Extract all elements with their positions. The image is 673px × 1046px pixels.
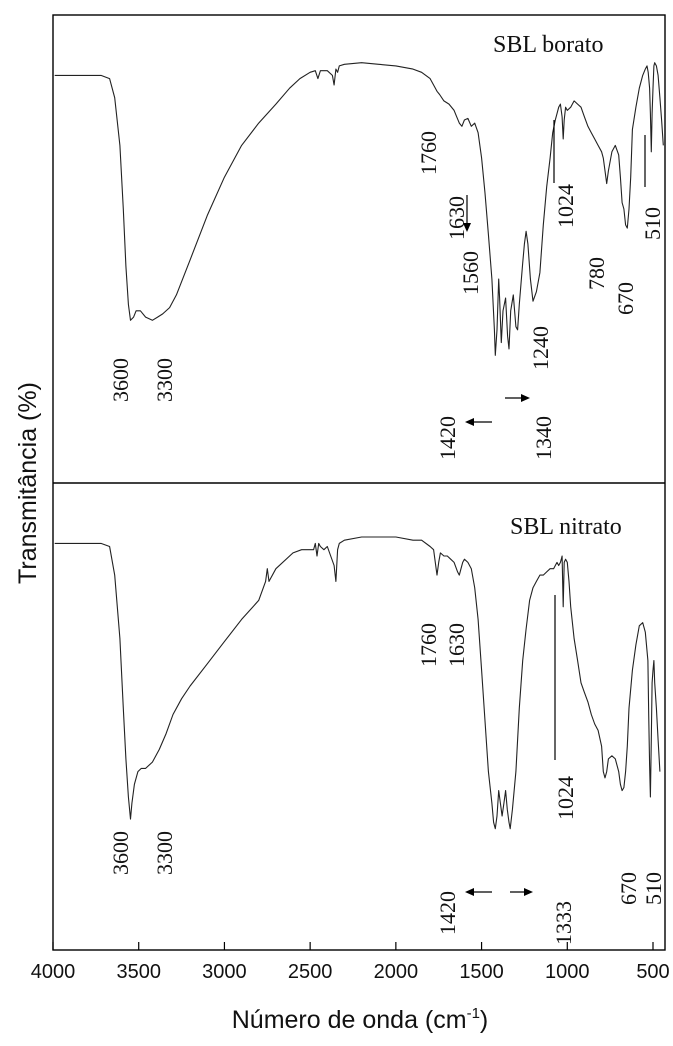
x-tick-label-1000: 1000 <box>545 961 590 983</box>
x-tick-label-3000: 3000 <box>202 961 247 983</box>
peak-label-1420: 1420 <box>435 416 460 460</box>
peak-label-780: 780 <box>584 257 609 290</box>
peak-label-1340: 1340 <box>531 416 556 460</box>
peak-label-1420: 1420 <box>435 891 460 935</box>
spectrum-line-borato <box>54 62 664 356</box>
x-axis-title-main: Número de onda (cm <box>232 1006 467 1034</box>
peak-label-670: 670 <box>616 872 641 905</box>
peak-label-3300: 3300 <box>152 358 177 402</box>
x-axis-title-close: ) <box>480 1006 488 1034</box>
arrow-1333-head <box>524 888 533 896</box>
peak-label-670: 670 <box>613 282 638 315</box>
peak-label-1560: 1560 <box>458 251 483 295</box>
peak-label-1760: 1760 <box>416 131 441 175</box>
peak-label-3600: 3600 <box>108 831 133 875</box>
arrow-1340-head <box>521 394 530 402</box>
panel-title: SBL borato <box>493 32 603 58</box>
x-axis-title-superscript: -1 <box>467 1005 480 1022</box>
peak-label-1024: 1024 <box>553 776 578 820</box>
peak-label-1630: 1630 <box>444 196 469 240</box>
peak-label-1333: 1333 <box>551 901 576 945</box>
x-axis-title: Número de onda (cm-1) <box>232 1005 489 1034</box>
spectrum-line-nitrato <box>54 536 661 830</box>
y-axis-title: Transmitância (%) <box>14 382 42 584</box>
panel-title: SBL nitrato <box>510 514 622 540</box>
x-tick-label-500: 500 <box>636 961 669 983</box>
peak-label-510: 510 <box>641 872 666 905</box>
x-tick-label-3500: 3500 <box>116 961 161 983</box>
peak-label-1024: 1024 <box>553 184 578 228</box>
arrow-1420-head <box>465 418 474 426</box>
arrow-1560-head <box>463 223 471 232</box>
peak-label-3300: 3300 <box>152 831 177 875</box>
x-tick-label-2000: 2000 <box>374 961 419 983</box>
arrow-1420-head-b <box>465 888 474 896</box>
peak-label-3600: 3600 <box>108 358 133 402</box>
peak-label-1630: 1630 <box>444 623 469 667</box>
peak-label-1240: 1240 <box>528 326 553 370</box>
x-tick-label-1500: 1500 <box>459 961 504 983</box>
peak-label-510: 510 <box>640 207 665 240</box>
x-tick-label-2500: 2500 <box>288 961 333 983</box>
x-tick-label-4000: 4000 <box>31 961 76 983</box>
peak-label-1760: 1760 <box>416 623 441 667</box>
